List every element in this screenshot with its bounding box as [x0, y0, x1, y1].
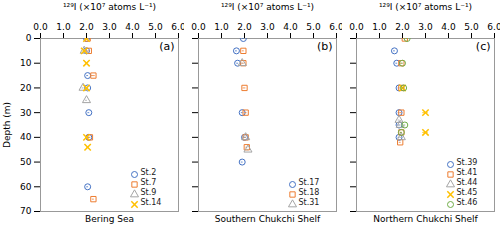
- svg-text:St.14: St.14: [141, 198, 162, 207]
- svg-text:Northern Chukchi Shelf: Northern Chukchi Shelf: [373, 214, 478, 224]
- svg-text:¹²⁹I (×10⁷ atoms L⁻¹): ¹²⁹I (×10⁷ atoms L⁻¹): [221, 2, 314, 12]
- svg-text:6.0: 6.0: [487, 22, 500, 32]
- svg-text:2.0: 2.0: [237, 22, 252, 32]
- svg-text:5.0: 5.0: [306, 22, 321, 32]
- svg-text:St.9: St.9: [141, 188, 157, 197]
- svg-text:2.0: 2.0: [79, 22, 94, 32]
- svg-text:5.0: 5.0: [464, 22, 479, 32]
- svg-text:0.0: 0.0: [349, 22, 364, 32]
- svg-text:¹²⁹I (×10⁷ atoms L⁻¹): ¹²⁹I (×10⁷ atoms L⁻¹): [63, 2, 156, 12]
- svg-text:3.0: 3.0: [102, 22, 117, 32]
- svg-text:6.0: 6.0: [329, 21, 344, 32]
- svg-text:2.0: 2.0: [395, 22, 410, 32]
- svg-text:St.46: St.46: [457, 198, 478, 207]
- svg-text:St.17: St.17: [299, 178, 320, 187]
- svg-text:0: 0: [26, 33, 32, 43]
- svg-text:4.0: 4.0: [441, 22, 456, 32]
- svg-text:0.0: 0.0: [191, 22, 206, 32]
- svg-text:1.0: 1.0: [372, 22, 387, 32]
- svg-text:10: 10: [20, 58, 32, 68]
- svg-text:Southern Chukchi Shelf: Southern Chukchi Shelf: [215, 214, 321, 224]
- svg-text:St.2: St.2: [141, 168, 157, 177]
- svg-text:5.0: 5.0: [148, 22, 163, 32]
- svg-text:¹²⁹I (×10⁷ atoms L⁻¹): ¹²⁹I (×10⁷ atoms L⁻¹): [379, 2, 472, 12]
- svg-text:0.0: 0.0: [33, 22, 48, 32]
- svg-text:St.41: St.41: [457, 168, 478, 177]
- svg-text:3.0: 3.0: [418, 22, 433, 32]
- svg-text:(c): (c): [476, 40, 491, 53]
- svg-text:1.0: 1.0: [214, 22, 229, 32]
- svg-text:50: 50: [20, 157, 32, 167]
- svg-text:St.31: St.31: [299, 198, 320, 207]
- svg-text:St.44: St.44: [457, 178, 478, 187]
- svg-text:4.0: 4.0: [125, 22, 140, 32]
- svg-text:St.18: St.18: [299, 188, 320, 197]
- svg-text:(a): (a): [159, 40, 174, 53]
- svg-text:30: 30: [20, 108, 32, 118]
- svg-text:St.7: St.7: [141, 178, 157, 187]
- svg-text:70: 70: [20, 206, 32, 216]
- svg-text:60: 60: [20, 182, 32, 192]
- svg-text:1.0: 1.0: [56, 22, 71, 32]
- svg-text:6.0: 6.0: [171, 21, 186, 32]
- svg-text:St.39: St.39: [457, 158, 478, 167]
- svg-text:Depth (m): Depth (m): [2, 102, 12, 148]
- svg-text:St.45: St.45: [457, 188, 478, 197]
- svg-text:(b): (b): [317, 40, 333, 53]
- svg-text:40: 40: [20, 132, 32, 142]
- svg-text:4.0: 4.0: [283, 22, 298, 32]
- svg-text:3.0: 3.0: [260, 22, 275, 32]
- svg-text:Bering Sea: Bering Sea: [85, 214, 134, 224]
- svg-text:20: 20: [20, 83, 32, 93]
